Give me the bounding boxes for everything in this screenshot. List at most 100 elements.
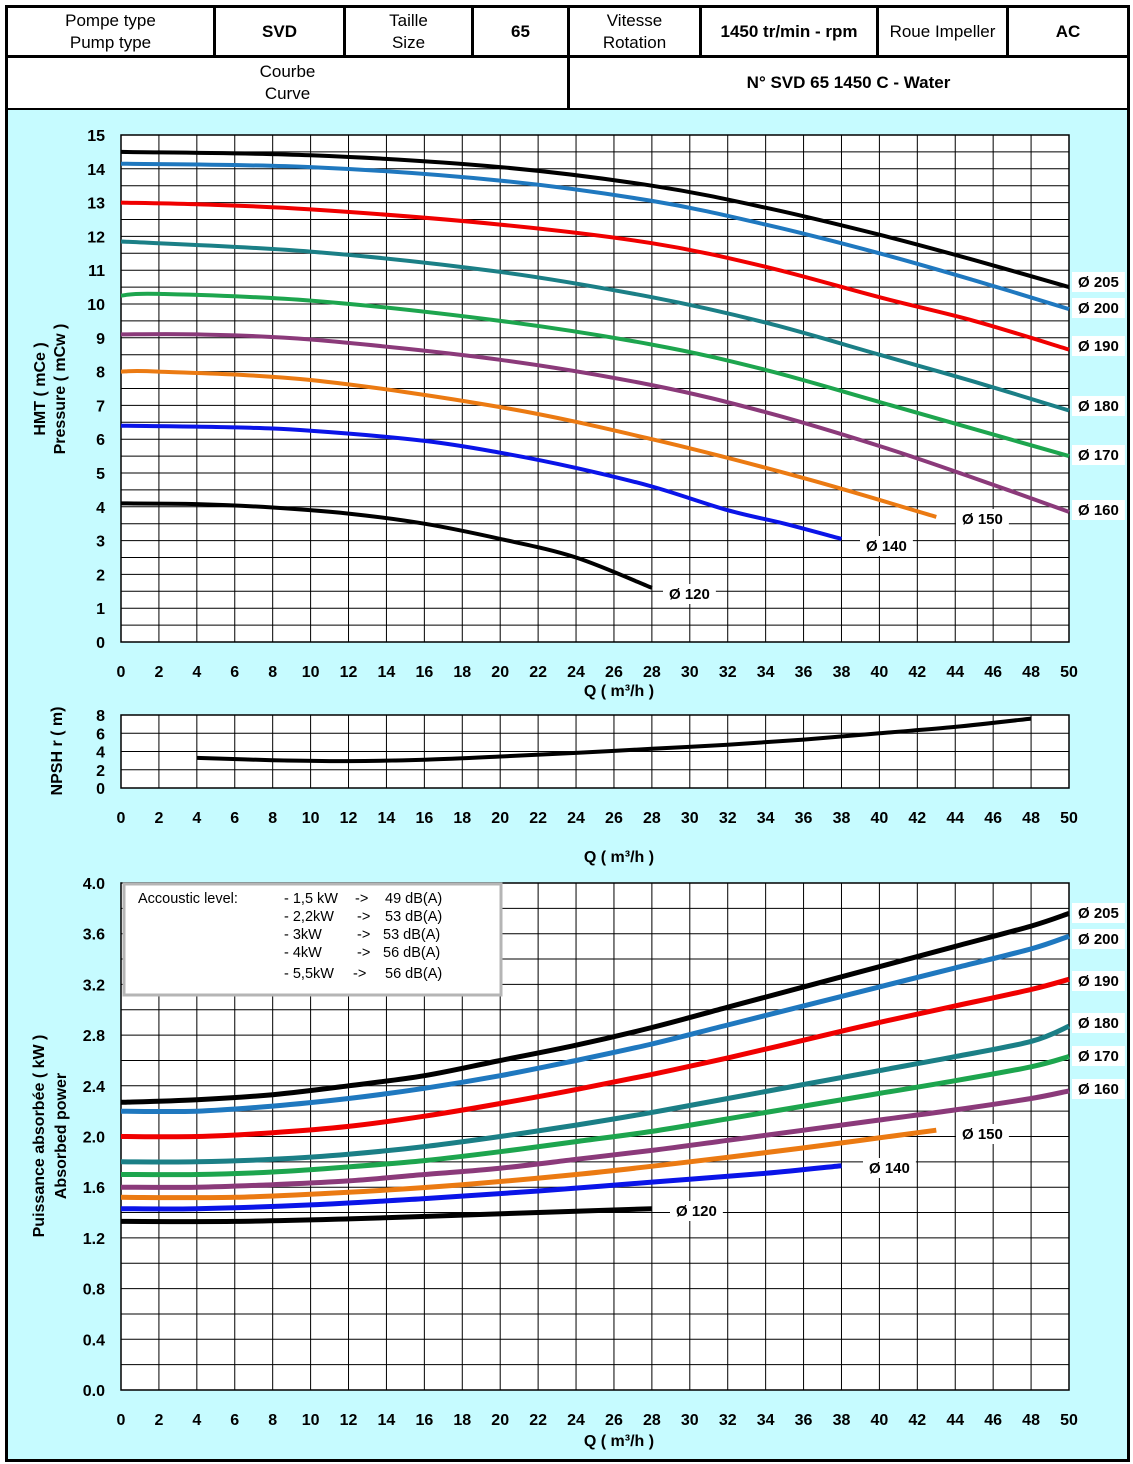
acoustic-motor-1: - 2,2kW <box>284 909 334 925</box>
series-line <box>120 1023 1071 1165</box>
x-tick-label: 36 <box>795 1412 813 1429</box>
x-tick-label: 18 <box>453 1412 471 1429</box>
x-tick-label: 10 <box>302 664 320 681</box>
series-label-background <box>663 584 716 604</box>
series-label: Ø 170 <box>1078 447 1119 464</box>
series-line <box>120 368 937 519</box>
x-tick-label: 48 <box>1022 664 1040 681</box>
x-tick-label: 44 <box>946 664 964 681</box>
acoustic-arrow-4: -> <box>353 966 366 982</box>
y-axis-title: Pressure ( mCw ) <box>52 324 69 455</box>
acoustic-level-3: 56 dB(A) <box>383 945 440 961</box>
y-tick-label: 2.0 <box>83 1130 105 1147</box>
y-tick-label: 5 <box>96 466 105 483</box>
x-tick-label: 32 <box>719 1412 737 1429</box>
series-line <box>120 933 1070 1115</box>
x-tick-label: 36 <box>795 810 813 827</box>
series-line <box>120 332 1070 514</box>
series-label: Ø 160 <box>1078 1081 1119 1098</box>
x-tick-label: 8 <box>268 810 277 827</box>
x-tick-label: 48 <box>1022 1412 1040 1429</box>
series-label-background <box>1072 1013 1125 1033</box>
x-tick-label: 24 <box>567 810 585 827</box>
acoustic-title: Accoustic level: <box>138 891 238 907</box>
x-axis-title: Q ( m³/h ) <box>584 1433 654 1450</box>
acoustic-level-4: 56 dB(A) <box>385 966 442 982</box>
acoustic-motor-0: - 1,5 kW <box>284 891 338 907</box>
series-label-background <box>1072 1079 1125 1099</box>
x-tick-label: 42 <box>908 1412 926 1429</box>
series-label: Ø 190 <box>1078 973 1119 990</box>
series-label: Ø 140 <box>869 1160 910 1177</box>
y-axis-title: Puissance absorbée ( kW ) <box>31 1035 48 1238</box>
y-tick-label: 0 <box>96 781 105 798</box>
y-tick-label: 2 <box>96 567 105 584</box>
x-tick-label: 22 <box>529 810 547 827</box>
x-tick-label: 14 <box>378 1412 396 1429</box>
acoustic-level-note: Accoustic level: - 1,5 kW -> 49 dB(A) - … <box>122 882 503 997</box>
series-line <box>120 200 1070 352</box>
impeller-label: Roue Impeller <box>876 5 1009 58</box>
y-axis-title: Absorbed power <box>53 1073 70 1199</box>
acoustic-arrow-0: -> <box>355 891 368 907</box>
y-tick-label: 7 <box>96 398 105 415</box>
y-tick-label: 1 <box>96 601 105 618</box>
x-tick-label: 16 <box>415 1412 433 1429</box>
x-tick-label: 34 <box>757 1412 775 1429</box>
x-tick-label: 0 <box>117 1412 126 1429</box>
series-label-background <box>1072 272 1125 292</box>
x-tick-label: 14 <box>378 810 396 827</box>
x-tick-label: 50 <box>1060 810 1078 827</box>
y-axis-title: HMT ( mCe ) <box>32 342 49 435</box>
series-label: Ø 205 <box>1078 905 1119 922</box>
x-tick-label: 50 <box>1060 664 1078 681</box>
series-label-background <box>860 536 913 556</box>
x-tick-label: 36 <box>795 664 813 681</box>
size-value: 65 <box>471 5 570 58</box>
x-tick-label: 0 <box>117 664 126 681</box>
series-line <box>120 1088 1070 1190</box>
series-label: Ø 170 <box>1078 1048 1119 1065</box>
x-tick-label: 32 <box>719 810 737 827</box>
series-line <box>120 1054 1070 1178</box>
acoustic-motor-2: - 3kW <box>284 927 322 943</box>
x-tick-label: 40 <box>871 664 889 681</box>
x-tick-label: 42 <box>908 810 926 827</box>
series-line <box>120 1206 652 1225</box>
series-label-background <box>956 1124 1009 1144</box>
npsh-chart: 0 2 4 6 8 10 12 14 16 18 20 22 24 26 28 30 32 34 36 38 40 42 4… <box>49 707 1078 866</box>
series-label-background <box>1072 903 1125 923</box>
series-label: Ø 150 <box>962 1126 1003 1143</box>
series-label-background <box>863 1158 916 1178</box>
speed-label: Vitesse Rotation <box>567 5 702 58</box>
x-tick-label: 46 <box>984 1412 1002 1429</box>
acoustic-arrow-2: -> <box>357 927 370 943</box>
x-axis-title: Q ( m³/h ) <box>584 849 654 866</box>
y-tick-label: 1.6 <box>83 1180 105 1197</box>
x-tick-label: 30 <box>681 810 699 827</box>
series-line <box>120 1163 842 1212</box>
y-tick-label: 0 <box>96 635 105 652</box>
x-tick-label: 40 <box>871 1412 889 1429</box>
series-label: Ø 205 <box>1078 274 1119 291</box>
acoustic-arrow-3: -> <box>357 945 370 961</box>
y-tick-label: 0.0 <box>83 1383 105 1400</box>
acoustic-level-2: 53 dB(A) <box>383 927 440 943</box>
x-tick-label: 4 <box>192 1412 201 1429</box>
y-tick-label: 8 <box>96 708 105 725</box>
series-label: Ø 160 <box>1078 502 1119 519</box>
pump-type-label: Pompe type Pump type <box>5 5 216 58</box>
y-tick-label: 2.4 <box>83 1079 105 1096</box>
size-label: Taille Size <box>343 5 474 58</box>
series-line <box>120 1127 937 1201</box>
acoustic-level-1: 53 dB(A) <box>385 909 442 925</box>
series-label: Ø 150 <box>962 511 1003 528</box>
x-tick-label: 0 <box>117 810 126 827</box>
acoustic-arrow-1: -> <box>357 909 370 925</box>
acoustic-motor-4: - 5,5kW <box>284 966 334 982</box>
series-label: Ø 200 <box>1078 931 1119 948</box>
x-tick-label: 18 <box>453 664 471 681</box>
x-tick-label: 24 <box>567 664 585 681</box>
acoustic-level-0: 49 dB(A) <box>385 891 442 907</box>
x-tick-label: 12 <box>340 664 358 681</box>
